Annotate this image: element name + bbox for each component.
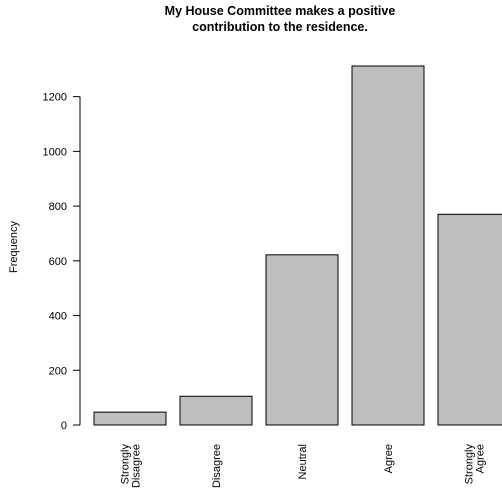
x-category-label: Strongly xyxy=(120,444,132,485)
bars xyxy=(93,65,502,426)
x-category-label: Neutral xyxy=(297,444,309,479)
y-tick-label: 800 xyxy=(49,201,67,213)
y-tick-label: 200 xyxy=(49,365,67,377)
bar xyxy=(351,65,425,426)
chart-title-line-2: contribution to the residence. xyxy=(192,20,368,34)
x-axis-labels: Strongly Disagree Disagree Neutral Agree Stro… xyxy=(120,444,487,489)
y-tick-label: 1000 xyxy=(43,146,67,158)
y-tick-label: 600 xyxy=(49,256,67,268)
y-tick-label: 1200 xyxy=(43,92,67,104)
x-category-label: Disagree xyxy=(131,444,143,488)
bar xyxy=(265,254,339,426)
y-tick-label: 0 xyxy=(61,420,67,432)
bar xyxy=(93,411,167,426)
x-category-label: Agree xyxy=(383,444,395,473)
x-category-label: Agree xyxy=(475,444,487,473)
chart-title: My House Committee makes a positive cont… xyxy=(165,4,396,34)
y-tick-label: 400 xyxy=(49,311,67,323)
bar xyxy=(179,395,253,426)
bar xyxy=(437,213,502,426)
y-axis-label: Frequency xyxy=(8,221,20,273)
x-category-label: Disagree xyxy=(211,444,223,488)
y-axis: 0 200 400 600 800 1000 1200 xyxy=(43,92,81,432)
chart-title-line-1: My House Committee makes a positive xyxy=(165,4,396,18)
x-category-label: Strongly xyxy=(464,444,476,485)
